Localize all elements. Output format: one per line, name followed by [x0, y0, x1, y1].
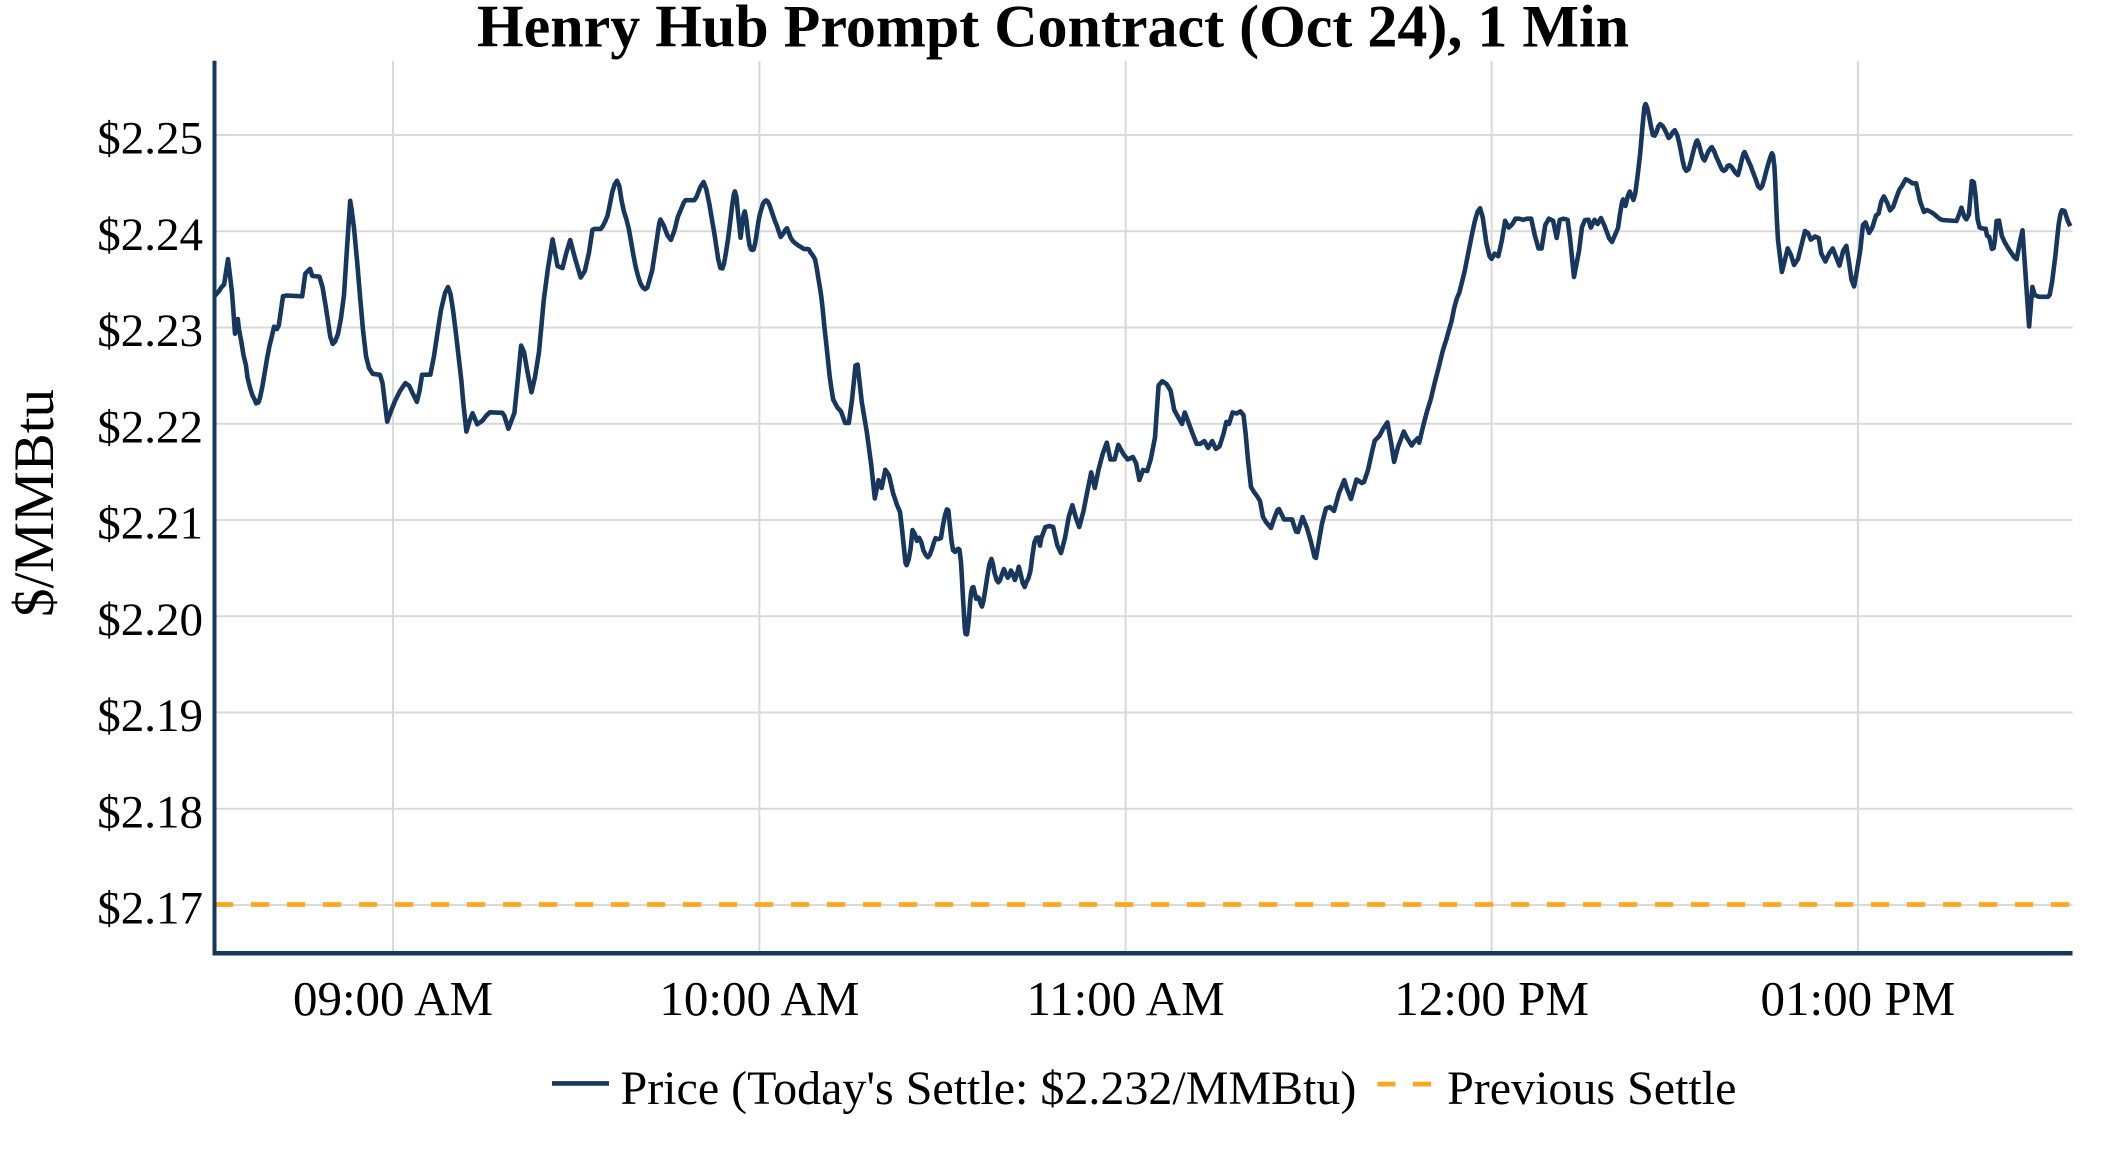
svg-text:$2.24: $2.24: [97, 209, 203, 261]
svg-text:01:00 PM: 01:00 PM: [1761, 971, 1956, 1026]
svg-text:Previous Settle: Previous Settle: [1447, 1062, 1736, 1115]
svg-text:Henry Hub Prompt Contract (Oct: Henry Hub Prompt Contract (Oct 24), 1 Mi…: [477, 0, 1629, 59]
svg-text:$2.20: $2.20: [97, 594, 203, 646]
svg-text:$2.21: $2.21: [97, 498, 203, 550]
svg-text:$2.22: $2.22: [97, 401, 203, 453]
svg-text:$2.18: $2.18: [97, 786, 203, 838]
svg-text:11:00 AM: 11:00 AM: [1026, 971, 1224, 1026]
svg-text:$2.17: $2.17: [97, 883, 203, 935]
svg-text:10:00 AM: 10:00 AM: [659, 971, 859, 1026]
svg-text:$2.19: $2.19: [97, 690, 203, 742]
svg-text:09:00 AM: 09:00 AM: [293, 971, 493, 1026]
svg-text:$2.25: $2.25: [97, 113, 203, 165]
svg-text:$2.23: $2.23: [97, 305, 203, 357]
svg-text:Price (Today's Settle: $2.232/: Price (Today's Settle: $2.232/MMBtu): [621, 1062, 1357, 1115]
svg-text:12:00 PM: 12:00 PM: [1394, 971, 1589, 1026]
svg-text:$/MMBtu: $/MMBtu: [3, 389, 66, 617]
